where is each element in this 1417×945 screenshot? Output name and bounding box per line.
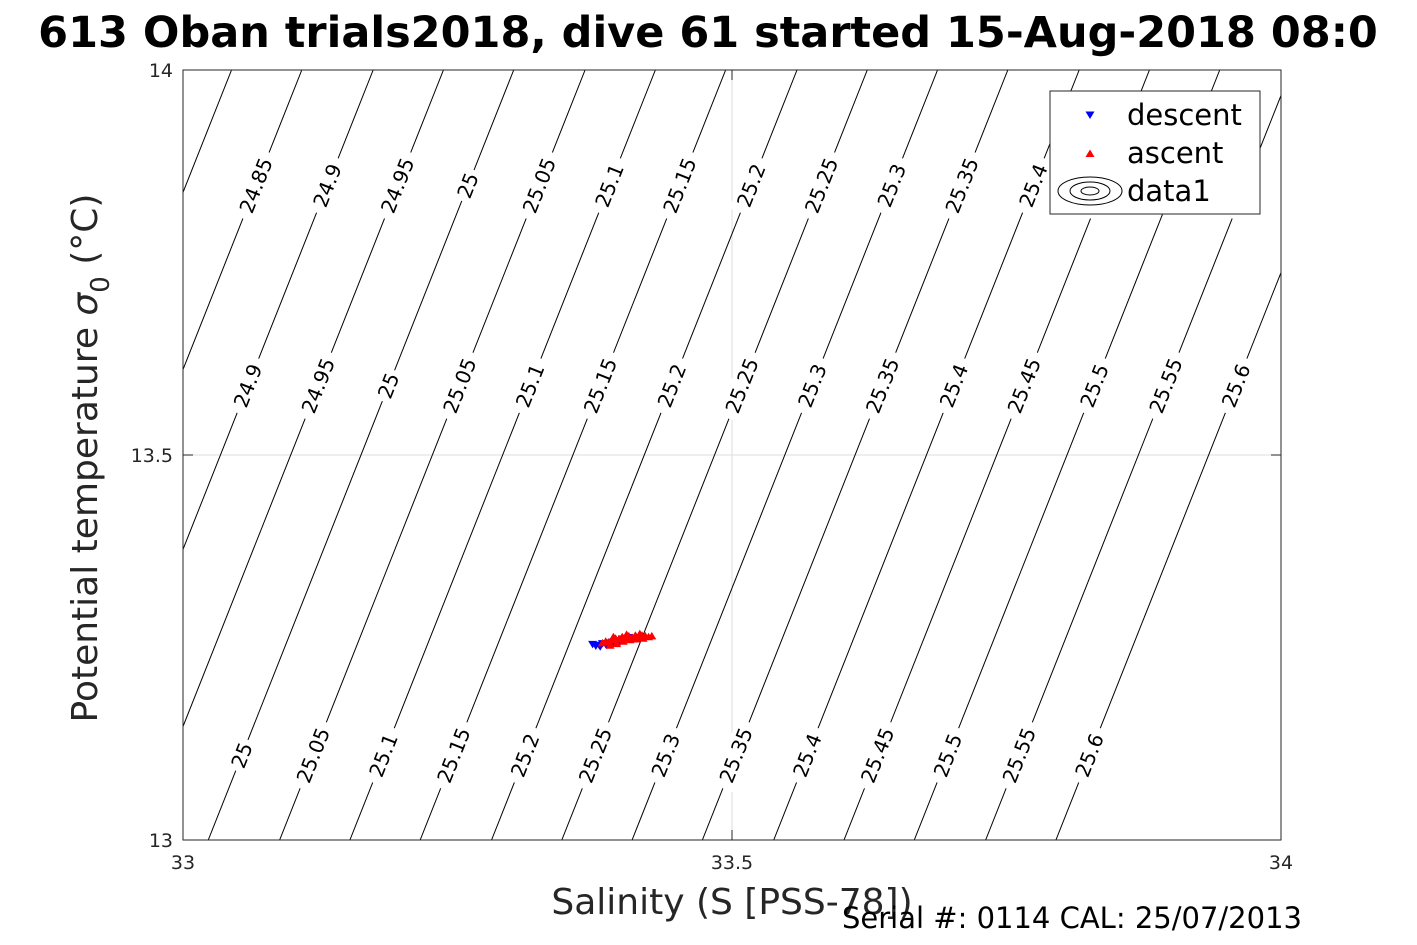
ascent-point <box>632 635 641 643</box>
contour-label-background <box>361 723 406 787</box>
contour-label-background <box>231 148 281 223</box>
ascent-point <box>608 632 618 641</box>
contour-label-background <box>225 354 270 418</box>
data-points <box>588 629 657 651</box>
contour-label-background <box>717 348 767 424</box>
x-tick-label: 33 <box>171 852 195 874</box>
contour-label-background <box>288 717 338 793</box>
contour-label-background <box>797 148 846 223</box>
ascent-point <box>638 634 648 642</box>
contour-label-background <box>373 148 422 223</box>
ascent-point <box>622 630 632 638</box>
legend-ascent-label: ascent <box>1127 136 1223 170</box>
ascent-point <box>618 637 628 645</box>
contour-label-background <box>1072 354 1117 418</box>
density-contour-line <box>1055 271 1281 840</box>
legend-ascent-marker <box>1085 149 1095 157</box>
contour-label-background <box>571 717 620 793</box>
contour-label-background <box>729 153 774 218</box>
serial-calibration-note: Serial #: 0114 CAL: 25/07/2013 <box>842 901 1302 935</box>
contour-label-background <box>649 354 694 418</box>
contour-label-background <box>937 148 987 223</box>
chart-title: 613 Oban trials2018, dive 61 started 15-… <box>38 8 1378 58</box>
contour-label-background <box>869 153 914 218</box>
contour-label-background <box>931 354 976 418</box>
contour-label-background <box>508 354 553 418</box>
contour-label-background <box>1141 348 1191 424</box>
contour-label-background <box>576 348 625 424</box>
contour-label-background <box>994 717 1044 793</box>
ascent-series <box>597 629 657 649</box>
legend-data1-contour-icon <box>1057 176 1123 206</box>
contour-label-background <box>305 153 350 218</box>
contour-label-background <box>371 365 406 406</box>
contour-label-background <box>655 148 705 223</box>
contour-label-background <box>790 354 835 418</box>
legend-box <box>1049 90 1261 215</box>
ascent-point <box>612 639 622 648</box>
y-axis-label-subscript: 0 <box>86 276 116 293</box>
legend-data1-label: data1 <box>1127 174 1211 208</box>
contour-label-background <box>643 723 688 787</box>
ascent-point <box>647 631 657 640</box>
contour-label-background <box>587 153 632 218</box>
contour-label-background <box>925 723 970 787</box>
y-axis-label-main: Potential temperature <box>65 316 106 723</box>
contour-label-background <box>293 348 343 424</box>
y-tick-label: 13.5 <box>131 445 173 467</box>
x-axis-label: Salinity (S [PSS-78]) <box>551 882 912 923</box>
ascent-point <box>605 641 615 649</box>
contour-label-background <box>1067 723 1112 787</box>
legend-contour-ring-outer <box>1057 176 1123 206</box>
contour-label-background <box>429 717 479 793</box>
legend-descent-marker <box>1085 111 1095 119</box>
legend-contour-ring-inner <box>1080 186 1100 196</box>
grid-lines <box>183 70 1281 840</box>
legend-descent-label: descent <box>1127 98 1242 132</box>
contour-label-background <box>858 348 907 424</box>
contour-label-background <box>224 735 260 776</box>
y-axis-label-sigma: σ <box>65 292 106 316</box>
contour-label-background <box>1011 153 1056 218</box>
x-tick-label: 33.5 <box>711 852 753 874</box>
contour-label-background <box>853 717 902 793</box>
contour-label-background <box>711 717 761 793</box>
contour-label-background <box>1214 354 1259 418</box>
y-tick-label: 13 <box>149 830 173 852</box>
x-tick-label: 34 <box>1269 852 1293 874</box>
y-axis-label-unit: (°C) <box>65 194 106 277</box>
y-axis-label: Potential temperature σ0 (°C) <box>65 194 116 723</box>
ascent-point <box>635 629 645 638</box>
contour-label-background <box>503 723 548 787</box>
legend-contour-ring-middle <box>1069 181 1111 201</box>
ascent-point <box>625 635 635 644</box>
y-tick-label: 14 <box>149 60 173 82</box>
contour-label-background <box>515 148 564 223</box>
contour-label-background <box>450 165 486 206</box>
legend: descent ascent data1 <box>1049 90 1261 215</box>
contour-label-background <box>785 723 830 787</box>
axis-ticks: 33 33.5 34 13 13.5 14 <box>131 60 1293 874</box>
contour-label-background <box>999 348 1049 424</box>
contour-label-background <box>435 348 485 424</box>
